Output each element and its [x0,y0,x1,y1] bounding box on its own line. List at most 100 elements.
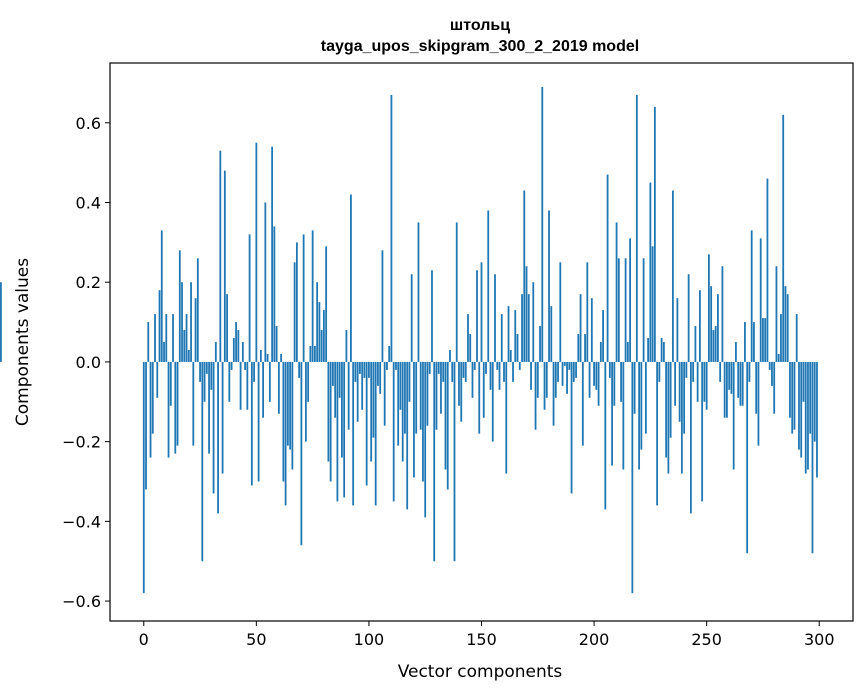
bar [606,174,609,362]
bar [782,114,785,362]
bar [397,361,400,446]
bar [755,361,758,414]
bar [786,294,789,362]
bar [165,314,168,362]
bar [208,361,210,454]
bar [235,322,237,362]
bar [449,349,451,362]
x-tick-label: 150 [466,630,497,649]
bar [426,361,429,426]
bar [365,361,368,486]
bar [717,294,719,362]
bar [597,361,600,406]
bar [167,361,170,458]
bar [660,338,663,362]
bar [300,361,303,546]
y-tick-label: −0.4 [62,512,101,531]
bar [291,361,294,470]
bar [804,361,807,474]
bar [388,345,391,362]
bar [259,349,262,362]
bar [689,361,692,514]
bar [809,361,812,434]
bar [275,326,278,362]
bar [534,361,537,430]
bar [719,361,722,382]
bar [494,274,496,362]
bar [626,342,629,362]
bar [280,353,283,362]
x-tick-label: 200 [579,630,610,649]
x-tick-label: 100 [354,630,385,649]
bar [590,298,593,362]
bar-series [0,86,818,594]
bar [289,361,292,450]
bar [748,361,751,382]
bar [451,361,454,382]
bar [336,361,339,502]
bar [223,170,226,362]
bar [721,266,724,362]
bar [793,361,796,430]
bar [678,361,681,422]
bar [399,361,402,410]
bar [811,361,814,554]
bar [302,234,305,362]
bar [640,361,643,450]
bar [192,361,195,446]
bar [462,361,465,378]
bar [469,334,472,362]
bar [780,314,782,362]
bar [282,361,285,482]
bar [813,361,816,442]
bar [257,361,260,482]
bar [680,361,683,474]
bar [464,361,467,382]
bar [322,310,325,362]
bar [392,361,395,502]
bar [332,361,334,386]
bar [586,262,589,362]
y-tick-label: 0.6 [76,114,101,133]
bar [489,361,492,390]
bar [268,361,271,402]
bar [379,361,382,394]
bar [264,202,267,362]
bar [527,294,530,362]
y-axis-label: Components values [13,258,33,426]
bar [404,361,406,434]
bar [741,361,744,406]
bar [419,361,422,430]
bar [347,361,350,430]
bar [651,246,654,362]
bar [406,361,409,510]
bar [674,361,677,406]
bar [575,361,577,378]
bar [699,290,701,362]
bar [631,361,634,594]
bar [629,238,631,362]
bar [176,361,179,446]
bar [505,361,508,474]
bar [667,361,670,474]
bar [359,361,361,374]
bar [566,361,568,394]
bar [611,361,613,466]
bar [732,361,735,470]
bar [579,294,582,362]
bar [602,310,604,362]
bar [187,349,190,362]
bar [431,270,433,362]
bar [768,361,771,370]
bar [671,190,674,362]
bar [156,361,159,398]
bar [169,361,172,406]
bar [777,353,780,362]
bar [145,361,147,490]
bar [374,361,377,506]
bar [762,318,764,362]
bar [613,361,616,406]
bar [478,361,481,434]
bar [190,282,192,362]
bar [482,361,485,418]
